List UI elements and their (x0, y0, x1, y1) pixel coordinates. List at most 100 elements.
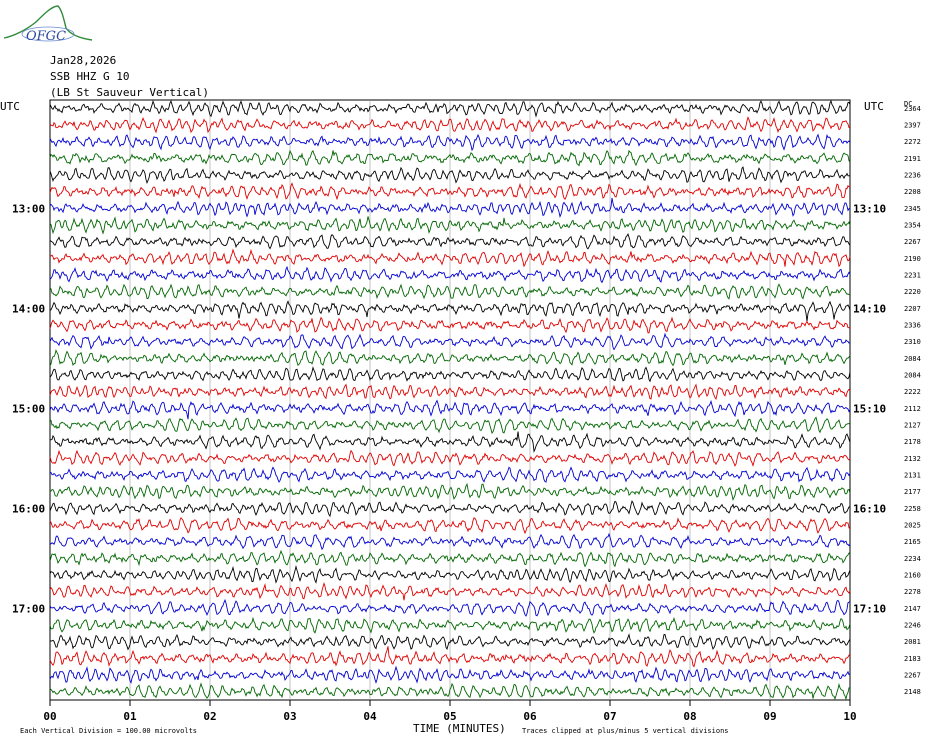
left-time-label: 16:00 (12, 502, 45, 515)
dc-offset-label: 2220 (904, 288, 921, 296)
seismic-trace (49, 300, 851, 322)
dc-offset-label: 2267 (904, 672, 921, 680)
seismic-trace (49, 216, 851, 235)
dc-offset-label: 2397 (904, 122, 921, 130)
seismic-trace (49, 500, 850, 518)
dc-offset-label: 2131 (904, 472, 921, 480)
seismic-trace (49, 416, 851, 434)
x-tick-label: 01 (123, 710, 137, 723)
logo: OFGC (3, 5, 93, 44)
right-utc-label: UTC (864, 100, 884, 113)
x-tick-label: 07 (603, 710, 616, 723)
dc-offset-label: 2246 (904, 622, 921, 630)
dc-offset-label: 2310 (904, 338, 921, 346)
seismic-trace (49, 399, 851, 420)
left-time-label: 13:00 (12, 202, 45, 215)
dc-offset-label: 2160 (904, 572, 921, 580)
seismic-trace (49, 431, 851, 453)
left-time-labels: 13:00 14:00 15:00 16:00 17:00 (12, 202, 45, 615)
dc-offset-label: 2336 (904, 322, 921, 330)
dc-offset-label: 2025 (904, 522, 921, 530)
seismic-trace (49, 449, 851, 467)
right-time-label: 13:10 (853, 202, 886, 215)
dc-offset-label: 2207 (904, 305, 921, 313)
trace-group (49, 99, 851, 701)
x-tick-label: 05 (443, 710, 456, 723)
left-time-label: 17:00 (12, 602, 45, 615)
right-time-labels: 13:10 14:10 15:10 16:10 17:10 (853, 202, 886, 615)
dc-offset-label: 2231 (904, 272, 921, 280)
x-tick-label: 08 (683, 710, 696, 723)
x-tick-label: 00 (43, 710, 56, 723)
dc-offset-label: 2258 (904, 505, 921, 513)
dc-offset-label: 2112 (904, 405, 921, 413)
dc-offset-label: 2234 (904, 555, 921, 563)
dc-offset-label: 2132 (904, 455, 921, 463)
seismic-trace (49, 149, 851, 167)
footer-scale-note: Each Vertical Division = 100.00 microvol… (20, 727, 197, 735)
header-location: (LB St Sauveur Vertical) (50, 86, 209, 99)
seismic-trace (49, 116, 851, 134)
seismic-trace (49, 549, 851, 568)
dc-offset-label: 2177 (904, 488, 921, 496)
x-tick-label: 03 (283, 710, 296, 723)
seismic-trace (49, 598, 851, 617)
seismic-trace (49, 283, 851, 300)
left-utc-label: UTC (0, 100, 20, 113)
seismic-trace (49, 197, 851, 218)
x-tick-label: 06 (523, 710, 537, 723)
dc-offset-label: 2345 (904, 205, 921, 213)
seismic-trace (50, 633, 851, 651)
dc-offset-label: 2084 (904, 355, 921, 363)
seismic-trace (49, 616, 851, 634)
dc-offset-label: 2222 (904, 388, 921, 396)
logo-mountain-icon (3, 5, 93, 41)
dc-offset-label: 2127 (904, 422, 921, 430)
seismic-trace (49, 516, 851, 535)
seismic-trace (49, 482, 851, 501)
seismic-trace (49, 265, 851, 284)
seismic-trace (49, 466, 851, 483)
right-time-label: 16:10 (853, 502, 886, 515)
seismic-trace (49, 564, 851, 584)
dc-offset-labels: 2364 2397 2272 2191 2236 2208 2345 2354 2267 2190… (904, 105, 921, 696)
dc-offset-label: 2148 (904, 688, 921, 696)
footer-clip-note: Traces clipped at plus/minus 5 vertical … (522, 727, 729, 735)
dc-offset-label: 2354 (904, 222, 921, 230)
dc-offset-label: 2272 (904, 138, 921, 146)
plot-grid (49, 99, 851, 701)
dc-offset-label: 2278 (904, 588, 921, 596)
header-station: SSB HHZ G 10 (50, 70, 129, 83)
dc-offset-label: 2191 (904, 155, 921, 163)
seismic-trace (49, 383, 851, 401)
seismic-trace (49, 316, 851, 334)
seismic-trace (49, 248, 851, 268)
right-dc-header: DC (904, 100, 912, 108)
seismic-trace (49, 532, 851, 551)
right-time-label: 15:10 (853, 402, 886, 415)
x-tick-label: 02 (203, 710, 216, 723)
x-tick-label: 09 (763, 710, 776, 723)
seismic-trace (49, 646, 851, 668)
seismic-trace (49, 332, 851, 351)
dc-offset-label: 2267 (904, 238, 921, 246)
dc-offset-label: 2147 (904, 605, 921, 613)
dc-offset-label: 2183 (904, 655, 921, 663)
right-time-label: 17:10 (853, 602, 886, 615)
logo-text: OFGC (26, 29, 66, 44)
seismic-trace (49, 232, 851, 250)
dc-offset-label: 2178 (904, 438, 921, 446)
seismic-trace (49, 349, 851, 367)
left-time-label: 15:00 (12, 402, 45, 415)
dc-offset-label: 2081 (904, 638, 921, 646)
seismic-trace (49, 166, 851, 184)
x-tick-label: 10 (843, 710, 856, 723)
seismic-trace (49, 665, 851, 684)
header-date: Jan28,2026 (50, 54, 116, 67)
x-axis-label: TIME (MINUTES) (413, 722, 506, 735)
dc-offset-label: 2208 (904, 188, 921, 196)
seismic-trace (49, 582, 851, 601)
right-time-label: 14:10 (853, 302, 886, 315)
seismic-trace (49, 682, 851, 701)
